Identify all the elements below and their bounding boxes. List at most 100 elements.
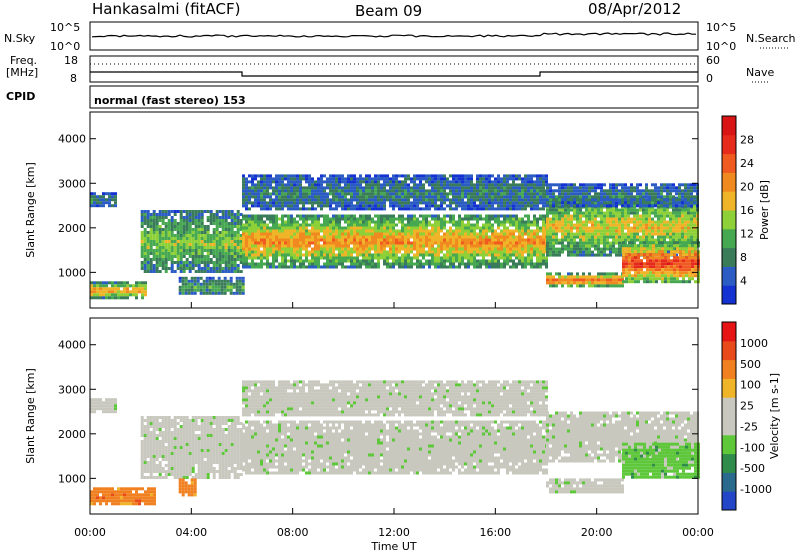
heatmap-cell	[625, 277, 628, 280]
heatmap-cell	[317, 201, 320, 204]
heatmap-cell	[237, 234, 240, 237]
heatmap-cell	[108, 198, 111, 201]
heatmap-cell	[335, 189, 338, 192]
heatmap-cell	[494, 192, 497, 195]
heatmap-cell	[99, 287, 102, 290]
nsky-trace	[92, 33, 696, 37]
heatmap-cell	[579, 215, 582, 218]
heatmap-cell	[404, 230, 407, 233]
heatmap-cell	[582, 224, 585, 227]
heatmap-cell	[573, 275, 576, 278]
heatmap-cell	[422, 263, 425, 266]
heatmap-cell	[506, 177, 509, 180]
heatmap-cell	[431, 242, 434, 245]
heatmap-cell	[353, 215, 356, 218]
heatmap-cell	[597, 272, 600, 275]
heatmap-cell	[344, 195, 347, 198]
heatmap-cell	[615, 236, 618, 239]
heatmap-cell	[248, 230, 251, 233]
heatmap-cell	[237, 264, 240, 267]
heatmap-cell	[658, 250, 661, 253]
heatmap-cell	[440, 251, 443, 254]
heatmap-cell	[359, 230, 362, 233]
heatmap-cell	[210, 270, 213, 273]
heatmap-cell	[225, 261, 228, 264]
heatmap-cell	[347, 242, 350, 245]
heatmap-cell	[437, 227, 440, 230]
heatmap-cell	[251, 204, 254, 207]
heatmap-cell	[99, 204, 102, 207]
heatmap-cell	[275, 204, 278, 207]
heatmap-cell	[455, 227, 458, 230]
heatmap-cell	[218, 283, 221, 286]
heatmap-cell	[162, 264, 165, 267]
heatmap-cell	[536, 263, 539, 266]
heatmap-cell	[410, 248, 413, 251]
heatmap-cell	[245, 242, 248, 245]
heatmap-cell	[314, 254, 317, 257]
heatmap-cell	[637, 271, 640, 274]
heatmap-cell	[494, 260, 497, 263]
heatmap-cell	[524, 227, 527, 230]
freq-tick-bottom: 8	[70, 72, 77, 85]
heatmap-cell	[639, 215, 642, 218]
heatmap-cell	[542, 263, 545, 266]
heatmap-cell	[287, 177, 290, 180]
heatmap-cell	[144, 290, 147, 293]
heatmap-cell	[263, 198, 266, 201]
heatmap-cell	[201, 222, 204, 225]
heatmap-cell	[503, 257, 506, 260]
heatmap-cell	[311, 195, 314, 198]
heatmap-cell	[579, 218, 582, 221]
heatmap-cell	[552, 218, 555, 221]
heatmap-cell	[597, 239, 600, 242]
heatmap-cell	[374, 207, 377, 210]
heatmap-cell	[693, 230, 696, 233]
heatmap-cell	[212, 286, 215, 289]
heatmap-cell	[191, 286, 194, 289]
heatmap-cell	[153, 249, 156, 252]
heatmap-cell	[693, 239, 696, 242]
heatmap-cell	[272, 221, 275, 224]
heatmap-cell	[515, 215, 518, 218]
heatmap-cell	[693, 212, 696, 215]
heatmap-cell	[585, 215, 588, 218]
heatmap-cell	[681, 209, 684, 212]
heatmap-cell	[335, 239, 338, 242]
heatmap-cell	[222, 213, 225, 216]
heatmap-cell	[302, 254, 305, 257]
heatmap-cell	[207, 219, 210, 222]
heatmap-cell	[419, 230, 422, 233]
heatmap-cell	[225, 258, 228, 261]
heatmap-cell	[368, 186, 371, 189]
heatmap-cell	[320, 189, 323, 192]
heatmap-cell	[622, 259, 625, 262]
heatmap-cell	[237, 246, 240, 249]
heatmap-cell	[509, 201, 512, 204]
heatmap-cell	[290, 215, 293, 218]
heatmap-cell	[633, 224, 636, 227]
heatmap-cell	[269, 177, 272, 180]
heatmap-cell	[404, 233, 407, 236]
heatmap-cell	[567, 215, 570, 218]
heatmap-cell	[198, 216, 201, 219]
heatmap-cell	[621, 209, 624, 212]
heatmap-cell	[123, 290, 126, 293]
heatmap-cell	[195, 219, 198, 222]
heatmap-cell	[216, 222, 219, 225]
heatmap-cell	[99, 296, 102, 299]
heatmap-cell	[413, 192, 416, 195]
heatmap-cell	[482, 245, 485, 248]
heatmap-cell	[162, 210, 165, 213]
heatmap-cell	[648, 239, 651, 242]
heatmap-cell	[180, 261, 183, 264]
heatmap-cell	[631, 253, 634, 256]
heatmap-cell	[521, 251, 524, 254]
heatmap-cell	[293, 195, 296, 198]
heatmap-cell	[314, 263, 317, 266]
heatmap-cell	[374, 233, 377, 236]
heatmap-cell	[224, 289, 227, 292]
heatmap-cell	[308, 236, 311, 239]
heatmap-cell	[588, 278, 591, 281]
heatmap-cell	[350, 260, 353, 263]
